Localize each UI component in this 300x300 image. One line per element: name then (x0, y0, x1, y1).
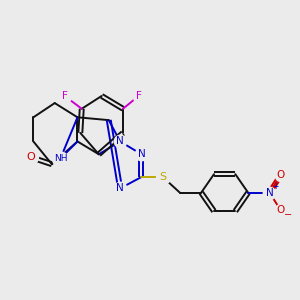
Text: NH: NH (54, 154, 67, 163)
Text: O: O (277, 170, 285, 180)
Text: −: − (284, 210, 292, 220)
Text: O: O (277, 205, 285, 215)
Text: O: O (26, 152, 35, 162)
Text: N: N (116, 136, 124, 146)
Text: +: + (272, 182, 279, 191)
Text: F: F (62, 91, 68, 101)
Text: S: S (159, 172, 167, 182)
Text: F: F (136, 91, 142, 101)
Text: N: N (138, 149, 145, 159)
Text: N: N (266, 188, 273, 198)
Text: N: N (116, 183, 124, 194)
